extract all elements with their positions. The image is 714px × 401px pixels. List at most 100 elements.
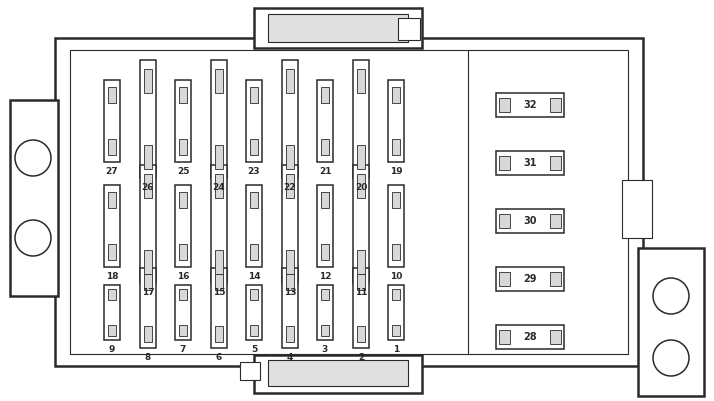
Bar (317, 185, 333, 267)
Bar (175, 80, 191, 162)
Bar (356, 174, 366, 198)
Bar (282, 268, 298, 348)
Text: 11: 11 (355, 288, 367, 297)
Bar (356, 69, 366, 93)
Bar (391, 244, 401, 260)
Bar (286, 145, 294, 168)
Bar (398, 18, 420, 40)
Bar (622, 180, 652, 238)
Bar (391, 290, 401, 300)
Bar (250, 290, 258, 300)
Bar (108, 139, 116, 156)
Text: 31: 31 (523, 158, 537, 168)
Bar (144, 145, 152, 168)
Bar (321, 139, 329, 156)
Bar (254, 8, 422, 48)
Bar (144, 326, 152, 342)
Circle shape (653, 340, 689, 376)
Bar (108, 290, 116, 300)
Text: 21: 21 (318, 167, 331, 176)
Bar (550, 156, 561, 170)
Text: 24: 24 (213, 183, 226, 192)
Bar (104, 185, 120, 267)
Bar (356, 145, 366, 168)
Bar (550, 98, 561, 112)
Bar (353, 165, 369, 283)
Bar (356, 326, 366, 342)
Bar (321, 244, 329, 260)
Bar (215, 174, 223, 198)
Bar (286, 326, 294, 342)
Bar (215, 69, 223, 93)
Text: 26: 26 (142, 183, 154, 192)
Text: 19: 19 (390, 167, 402, 176)
Bar (250, 139, 258, 156)
Bar (175, 285, 191, 340)
Bar (391, 324, 401, 336)
Bar (496, 267, 564, 291)
Bar (317, 80, 333, 162)
Text: 2: 2 (358, 353, 364, 362)
Text: 16: 16 (177, 272, 189, 281)
Bar (240, 362, 260, 380)
Bar (104, 80, 120, 162)
Text: 12: 12 (318, 272, 331, 281)
Bar (286, 274, 294, 290)
Bar (286, 174, 294, 198)
Text: 7: 7 (180, 345, 186, 354)
Text: 29: 29 (523, 274, 537, 284)
Bar (108, 324, 116, 336)
Text: 4: 4 (287, 353, 293, 362)
Bar (321, 87, 329, 103)
Bar (321, 192, 329, 208)
Bar (388, 185, 404, 267)
Bar (353, 268, 369, 348)
Text: 25: 25 (177, 167, 189, 176)
Bar (215, 274, 223, 290)
Bar (317, 285, 333, 340)
Bar (144, 250, 152, 273)
Text: 1: 1 (393, 345, 399, 354)
Bar (178, 290, 187, 300)
Bar (496, 151, 564, 175)
Bar (498, 214, 510, 228)
Bar (246, 80, 262, 162)
Bar (140, 165, 156, 283)
Bar (140, 60, 156, 178)
Circle shape (15, 140, 51, 176)
Bar (550, 214, 561, 228)
Bar (388, 285, 404, 340)
Bar (215, 326, 223, 342)
Bar (175, 185, 191, 267)
Bar (108, 192, 116, 208)
Bar (144, 274, 152, 290)
Bar (108, 87, 116, 103)
Bar (178, 87, 187, 103)
Text: 9: 9 (109, 345, 115, 354)
Text: 8: 8 (145, 353, 151, 362)
Bar (215, 145, 223, 168)
Bar (282, 60, 298, 178)
Bar (250, 244, 258, 260)
Bar (353, 60, 369, 178)
Bar (178, 139, 187, 156)
Bar (246, 185, 262, 267)
Bar (178, 244, 187, 260)
Bar (268, 14, 408, 42)
Bar (356, 274, 366, 290)
Bar (286, 69, 294, 93)
Bar (388, 80, 404, 162)
Text: 10: 10 (390, 272, 402, 281)
Bar (211, 165, 227, 283)
Bar (140, 268, 156, 348)
Bar (550, 330, 561, 344)
Bar (286, 250, 294, 273)
Bar (391, 139, 401, 156)
Bar (550, 272, 561, 286)
Circle shape (653, 278, 689, 314)
Text: 22: 22 (283, 183, 296, 192)
Text: 14: 14 (248, 272, 261, 281)
Bar (55, 38, 643, 366)
Bar (496, 325, 564, 349)
Bar (498, 156, 510, 170)
